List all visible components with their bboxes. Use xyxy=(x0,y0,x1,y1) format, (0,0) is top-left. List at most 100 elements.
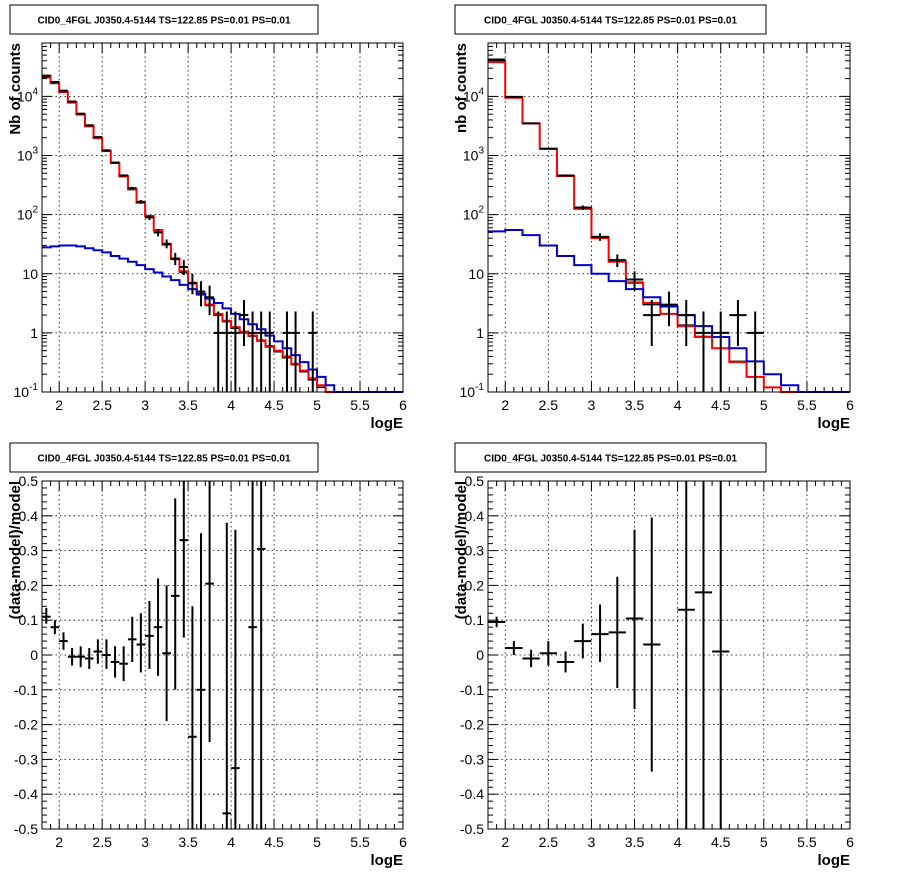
y-tick-label: 0.3 xyxy=(19,543,39,559)
y-axis-title: Nb of counts xyxy=(7,43,24,135)
y-tick-label: -0.1 xyxy=(460,682,484,698)
data-point xyxy=(488,616,506,628)
x-tick-label: 2.5 xyxy=(539,834,559,850)
chart-panel-1: CID0_4FGL J0350.4-5144 TS=122.85 PS=0.01… xyxy=(7,4,407,432)
x-tick-label: 3 xyxy=(588,397,596,413)
x-tick-label: 2 xyxy=(501,397,509,413)
data-points xyxy=(488,58,764,392)
y-tick-label: 102 xyxy=(17,205,39,223)
x-tick-label: 5.5 xyxy=(350,397,370,413)
data-point xyxy=(505,95,523,98)
y-tick-label: 0.1 xyxy=(465,612,485,628)
y-tick-label: 103 xyxy=(463,146,485,164)
grid xyxy=(488,43,850,392)
data-point xyxy=(188,273,197,295)
y-axis-title: nb of counts xyxy=(453,43,470,133)
x-tick-label: 5 xyxy=(760,397,768,413)
data-point xyxy=(308,311,318,392)
data-point xyxy=(625,529,644,709)
y-tick-label: 10 xyxy=(468,266,484,282)
x-tick-label: 5.5 xyxy=(350,834,370,850)
data-point xyxy=(643,517,661,772)
data-point xyxy=(222,311,232,392)
axis-ticks xyxy=(41,42,404,393)
data-point xyxy=(677,299,695,346)
x-tick-label: 2 xyxy=(55,397,63,413)
y-tick-label: -0.4 xyxy=(14,786,38,802)
data-points xyxy=(42,74,318,392)
data-point xyxy=(179,260,189,276)
data-point xyxy=(84,648,94,669)
x-tick-label: 4 xyxy=(227,397,235,413)
data-point xyxy=(136,199,146,204)
x-tick-label: 2.5 xyxy=(92,834,112,850)
title-box xyxy=(9,4,319,35)
title-box xyxy=(454,4,767,35)
data-point xyxy=(136,613,146,673)
data-point xyxy=(188,606,197,829)
data-point xyxy=(119,646,128,682)
y-tick-label: 0.3 xyxy=(465,543,485,559)
y-tick-label: -0.2 xyxy=(460,717,484,733)
x-tick-label: 2.5 xyxy=(539,397,559,413)
data-point xyxy=(539,641,557,666)
data-point xyxy=(50,620,60,635)
data-point xyxy=(591,233,609,241)
data-point xyxy=(231,529,240,829)
data-point xyxy=(102,639,111,669)
data-point xyxy=(50,81,60,84)
grid xyxy=(42,43,403,392)
y-tick-label: 0.2 xyxy=(465,577,485,593)
data-point xyxy=(522,122,540,125)
data-point xyxy=(282,311,292,392)
data-point xyxy=(660,291,678,327)
data-point xyxy=(712,311,730,392)
y-axis-title: (data-model)/model xyxy=(453,481,470,619)
data-point xyxy=(93,136,103,139)
x-axis-title: logE xyxy=(818,415,851,432)
data-point xyxy=(231,311,240,392)
data-point xyxy=(102,149,111,152)
y-tick-label: 0.4 xyxy=(465,508,485,524)
data-point xyxy=(170,498,180,690)
data-point xyxy=(239,299,249,346)
data-point xyxy=(265,311,275,392)
data-point xyxy=(162,239,171,249)
y-tick-label: 0.5 xyxy=(465,473,485,489)
x-tick-label: 4 xyxy=(227,834,235,850)
panel-title: CID0_4FGL J0350.4-5144 TS=122.85 PS=0.01… xyxy=(37,454,290,465)
y-tick-label: 104 xyxy=(463,86,485,104)
x-tick-label: 6 xyxy=(846,834,854,850)
y-tick-label: 0.2 xyxy=(19,577,39,593)
data-point xyxy=(59,89,68,92)
data-point xyxy=(505,641,523,655)
x-tick-label: 4 xyxy=(674,834,682,850)
x-tick-label: 3.5 xyxy=(625,834,645,850)
plot-frame xyxy=(41,480,404,830)
data-point xyxy=(556,174,575,177)
y-tick-label: 102 xyxy=(463,205,485,223)
series-source-model xyxy=(488,228,850,393)
x-tick-label: 4.5 xyxy=(264,834,284,850)
y-axis-title: (data-model)/model xyxy=(7,481,24,619)
y-tick-label: 10-1 xyxy=(14,382,39,400)
data-point xyxy=(67,100,77,103)
data-point xyxy=(127,186,137,190)
title-box xyxy=(454,442,767,473)
x-tick-label: 4 xyxy=(674,397,682,413)
x-tick-label: 5 xyxy=(313,397,321,413)
data-point xyxy=(145,601,154,669)
data-point xyxy=(205,285,214,316)
y-tick-label: -0.3 xyxy=(460,751,484,767)
grid xyxy=(42,481,403,829)
data-point xyxy=(625,271,644,291)
x-tick-label: 6 xyxy=(399,834,407,850)
data-point xyxy=(84,124,94,127)
data-point xyxy=(556,651,575,673)
x-tick-label: 2.5 xyxy=(92,397,112,413)
series-total-model xyxy=(488,61,850,393)
data-point xyxy=(67,648,77,666)
y-tick-label: 1 xyxy=(30,325,38,341)
grid xyxy=(488,481,850,829)
